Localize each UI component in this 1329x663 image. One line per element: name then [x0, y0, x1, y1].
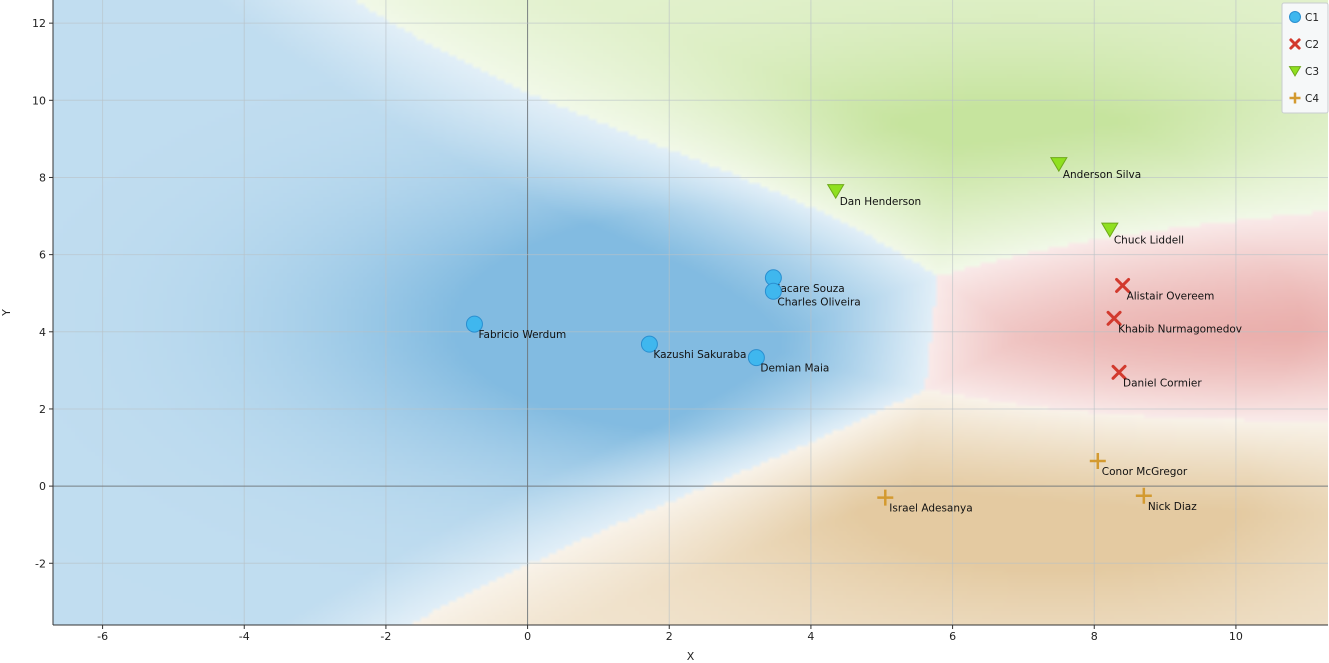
x-tick-label: -6: [97, 630, 108, 643]
x-tick-label: 8: [1091, 630, 1098, 643]
data-point-c1: [465, 315, 483, 333]
class-regions: [53, 0, 1328, 625]
y-tick-label: 10: [32, 94, 46, 107]
point-label: Dan Henderson: [840, 196, 922, 208]
legend-marker-c2: [1289, 38, 1301, 50]
point-label: Chuck Liddell: [1114, 235, 1184, 247]
legend: C1 C2 C3 C4: [1281, 2, 1329, 114]
legend-label: C2: [1305, 39, 1319, 51]
data-point-c4: [877, 489, 894, 506]
x-tick-label: -4: [239, 630, 250, 643]
point-label: Jacare Souza: [776, 283, 844, 295]
data-point-c1: [764, 282, 782, 300]
point-label: Charles Oliveira: [777, 296, 860, 308]
x-tick-label: -2: [380, 630, 391, 643]
data-point-c2: [1106, 310, 1122, 326]
y-tick-label: 8: [39, 171, 46, 184]
data-point-c3: [1049, 157, 1068, 173]
data-point-c4: [1089, 453, 1106, 470]
y-tick-label: 4: [39, 326, 46, 339]
data-point-c2: [1115, 277, 1131, 293]
point-label: Fabricio Werdum: [478, 329, 566, 341]
data-point-c1: [640, 335, 658, 353]
point-label: Alistair Overeem: [1127, 290, 1215, 302]
point-label: Kazushi Sakuraba: [653, 349, 746, 361]
legend-box: [1281, 2, 1329, 114]
point-label: Nick Diaz: [1148, 501, 1197, 513]
x-axis-title: X: [687, 650, 695, 663]
y-tick-label: -2: [35, 557, 46, 570]
point-label: Israel Adesanya: [889, 503, 972, 515]
y-tick-label: 0: [39, 480, 46, 493]
data-points: Fabricio Werdum Kazushi Sakuraba Demian Ma…: [465, 157, 1242, 515]
point-label: Demian Maia: [760, 363, 829, 375]
axes: -6 -4 -2 0 2 4 6 8 10 -2 0 2 4 6 8 10 12: [32, 0, 1328, 643]
legend-marker-c4: [1289, 92, 1301, 104]
x-tick-label: 10: [1229, 630, 1243, 643]
data-point-c4: [1135, 487, 1152, 504]
legend-label: C4: [1305, 93, 1319, 105]
legend-label: C3: [1305, 66, 1319, 78]
data-point-c1: [747, 349, 765, 367]
x-tick-label: 6: [949, 630, 956, 643]
data-point-c3: [826, 184, 845, 200]
data-point-c3: [1100, 222, 1119, 238]
grid: [53, 0, 1328, 625]
y-tick-label: 6: [39, 249, 46, 262]
legend-label: C1: [1305, 12, 1319, 24]
point-label: Conor McGregor: [1102, 466, 1188, 478]
x-tick-label: 4: [807, 630, 814, 643]
point-label: Daniel Cormier: [1123, 377, 1202, 389]
point-label: Khabib Nurmagomedov: [1118, 323, 1242, 335]
y-axis-title: Y: [0, 309, 13, 317]
data-point-c2: [1111, 364, 1127, 380]
y-tick-label: 2: [39, 403, 46, 416]
y-tick-label: 12: [32, 17, 46, 30]
point-label: Anderson Silva: [1063, 169, 1141, 181]
region-shading: [53, 0, 1328, 625]
legend-marker-c3: [1288, 66, 1302, 77]
x-tick-label: 2: [666, 630, 673, 643]
x-tick-label: 0: [524, 630, 531, 643]
legend-marker-c1: [1289, 11, 1301, 23]
